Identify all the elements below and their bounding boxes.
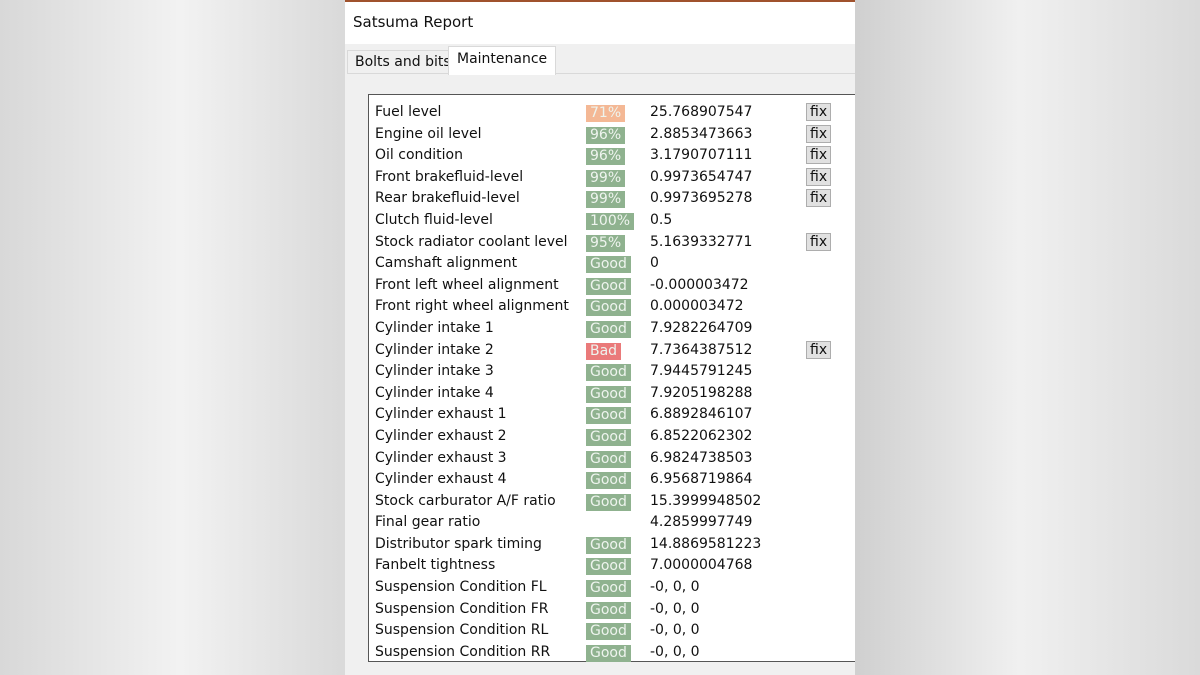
item-value: 0.000003472 xyxy=(650,298,744,315)
satsuma-report-window: Satsuma Report Bolts and bits Maintenanc… xyxy=(345,0,855,675)
tab-strip: Bolts and bits Maintenance xyxy=(345,44,855,75)
item-value: 25.768907547 xyxy=(650,104,753,120)
item-label: Cylinder intake 3 xyxy=(375,363,494,380)
item-label: Front left wheel alignment xyxy=(375,276,559,293)
item-value: 3.1790707111 xyxy=(650,147,753,164)
item-value: 0.9973654747 xyxy=(650,168,753,185)
status-badge: Good xyxy=(586,558,631,576)
status-badge: 96% xyxy=(586,126,626,144)
item-label: Cylinder exhaust 1 xyxy=(375,406,507,423)
item-value: 7.9445791245 xyxy=(650,363,753,380)
item-label: Front right wheel alignment xyxy=(375,298,569,315)
item-value: 5.1639332771 xyxy=(650,233,753,250)
status-badge: Good xyxy=(586,580,631,598)
item-label: Suspension Condition FL xyxy=(375,579,547,596)
item-label: Suspension Condition RL xyxy=(375,622,549,639)
status-badge: 95% xyxy=(586,234,626,252)
status-badge: 96% xyxy=(586,148,626,166)
fix-button[interactable]: fix xyxy=(806,146,832,165)
status-badge: Good xyxy=(586,536,631,554)
item-label: Cylinder intake 2 xyxy=(375,341,494,358)
item-label: Oil condition xyxy=(375,147,463,164)
item-label: Suspension Condition FR xyxy=(375,600,549,617)
maintenance-content: Fuel level 71% 25.768907547 fix Engine oil l… xyxy=(347,73,855,667)
item-value: 6.9824738503 xyxy=(650,449,753,466)
status-badge: Good xyxy=(586,623,631,641)
item-value: 0.9973695278 xyxy=(650,190,753,207)
fix-button[interactable]: fix xyxy=(806,124,832,143)
status-badge: Good xyxy=(586,407,631,425)
status-badge: Good xyxy=(586,601,631,619)
item-value: 0 xyxy=(650,255,659,272)
item-value: 7.9282264709 xyxy=(650,319,753,336)
item-label: Cylinder intake 4 xyxy=(375,384,494,401)
status-badge: Good xyxy=(586,256,631,274)
fix-button[interactable]: fix xyxy=(806,103,832,121)
item-value: -0, 0, 0 xyxy=(650,622,700,639)
item-value: 4.2859997749 xyxy=(650,514,753,531)
item-value: 7.9205198288 xyxy=(650,384,753,401)
item-value: -0, 0, 0 xyxy=(650,579,700,596)
item-value: -0, 0, 0 xyxy=(650,643,700,660)
tab-bolts-and-bits[interactable]: Bolts and bits xyxy=(347,50,459,74)
status-badge: Good xyxy=(586,428,631,446)
status-badge: 99% xyxy=(586,191,626,209)
item-label: Suspension Condition RR xyxy=(375,643,551,660)
item-value: 7.0000004768 xyxy=(650,557,753,574)
item-label: Clutch fluid-level xyxy=(375,211,493,228)
item-label: Front brakefluid-level xyxy=(375,168,524,185)
status-badge: Good xyxy=(586,644,631,662)
status-badge: Good xyxy=(586,472,631,490)
item-value: -0.000003472 xyxy=(650,276,749,293)
item-value: 6.8522062302 xyxy=(650,427,753,444)
status-badge: Bad xyxy=(586,342,622,360)
item-value: 6.8892846107 xyxy=(650,406,753,423)
status-badge: Good xyxy=(586,320,631,338)
item-label: Stock carburator A/F ratio xyxy=(375,492,556,509)
item-label: Fanbelt tightness xyxy=(375,557,496,574)
status-badge: 99% xyxy=(586,169,626,187)
status-badge: Good xyxy=(586,493,631,511)
item-label: Camshaft alignment xyxy=(375,255,518,272)
status-badge: Good xyxy=(586,299,631,317)
status-badge: Good xyxy=(586,450,631,468)
maintenance-list-panel: Fuel level 71% 25.768907547 fix Engine oil l… xyxy=(368,94,855,662)
item-value: 14.8869581223 xyxy=(650,535,762,552)
item-label: Rear brakefluid-level xyxy=(375,190,520,207)
title-bar: Satsuma Report xyxy=(345,2,855,44)
item-value: 15.3999948502 xyxy=(650,492,762,509)
item-label: Stock radiator coolant level xyxy=(375,233,568,250)
status-badge: Good xyxy=(586,364,631,382)
item-label: Engine oil level xyxy=(375,125,482,142)
fix-button[interactable]: fix xyxy=(806,189,832,208)
item-label: Cylinder exhaust 2 xyxy=(375,427,507,444)
item-label: Cylinder intake 1 xyxy=(375,319,494,336)
item-label: Final gear ratio xyxy=(375,514,481,531)
fix-button[interactable]: fix xyxy=(806,340,832,359)
tab-maintenance[interactable]: Maintenance xyxy=(448,46,557,75)
item-value: 6.9568719864 xyxy=(650,471,753,488)
status-badge: 100% xyxy=(586,212,635,230)
item-value: 7.7364387512 xyxy=(650,341,753,358)
item-label: Distributor spark timing xyxy=(375,535,542,552)
fix-button[interactable]: fix xyxy=(806,167,832,186)
fix-button[interactable]: fix xyxy=(806,232,832,251)
status-badge: 71% xyxy=(586,105,626,122)
item-value: 2.8853473663 xyxy=(650,125,753,142)
status-badge: Good xyxy=(586,277,631,295)
item-value: -0, 0, 0 xyxy=(650,600,700,617)
window-title: Satsuma Report xyxy=(353,13,474,31)
status-badge: Good xyxy=(586,385,631,403)
item-label: Cylinder exhaust 3 xyxy=(375,449,507,466)
item-label: Cylinder exhaust 4 xyxy=(375,471,507,488)
item-label: Fuel level xyxy=(375,104,442,120)
item-value: 0.5 xyxy=(650,211,673,228)
